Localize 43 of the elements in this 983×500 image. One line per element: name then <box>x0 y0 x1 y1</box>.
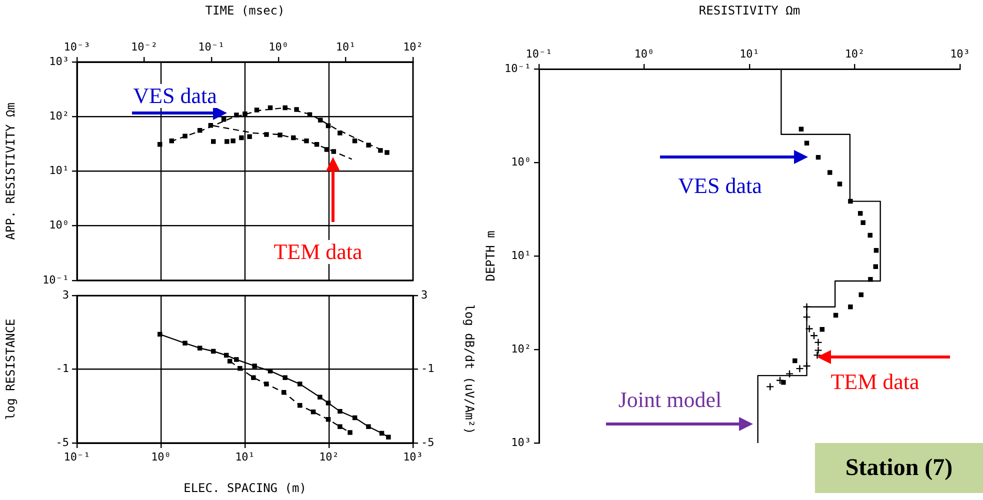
y-axis-title: APP. RESISTIVITY Ωm <box>3 102 18 240</box>
x-tick-label: 10⁻³ <box>64 40 90 54</box>
y-axis-title: log RESISTANCE <box>3 318 18 420</box>
annotation: VES data <box>676 173 764 198</box>
x-tick-label: 10¹ <box>336 40 356 54</box>
x-tick-label: 10³ <box>403 450 423 464</box>
y-axis-title: DEPTH m <box>483 230 498 282</box>
y-tick-label: -5 <box>56 436 69 449</box>
x-tick-label: 10² <box>403 40 423 54</box>
y2-axis-title: log dB/dt (uV/Am²) <box>462 304 477 434</box>
x-tick-label: 10⁰ <box>634 47 654 60</box>
y-tick-label: 10¹ <box>511 248 531 262</box>
annotation: VES data <box>131 83 219 108</box>
annotation: TEM data <box>272 239 364 264</box>
x-tick-label: 10¹ <box>235 450 255 464</box>
y2-tick-label: -1 <box>421 362 434 376</box>
x-tick-label: 10⁻¹ <box>526 47 552 60</box>
x-tick-label: 10¹ <box>740 47 760 60</box>
x-axis-title: ELEC. SPACING (m) <box>184 480 306 495</box>
y2-tick-label: -5 <box>421 436 434 449</box>
x-tick-label: 10⁰ <box>268 40 289 54</box>
y-tick-label: 10⁰ <box>49 218 69 232</box>
y-tick-label: 10¹ <box>49 164 69 178</box>
y-tick-label: -1 <box>56 362 69 376</box>
y-tick-label: 10² <box>49 109 69 122</box>
x-axis-title: TIME (msec) <box>205 3 285 18</box>
x-tick-label: 10⁰ <box>151 450 171 464</box>
y-tick-label: 10³ <box>511 436 531 449</box>
text: Station (7) <box>815 443 983 493</box>
y-tick-label: 3 <box>62 288 69 302</box>
y2-tick-label: 3 <box>421 288 428 302</box>
y-tick-label: 10⁰ <box>511 155 531 168</box>
annotation: TEM data <box>828 369 922 394</box>
x-axis-title: RESISTIVITY Ωm <box>698 3 800 18</box>
y-tick-label: 10⁻¹ <box>504 62 531 75</box>
y-tick-label: 10⁻¹ <box>42 273 69 286</box>
annotation: Joint model <box>616 387 724 412</box>
x-tick-label: 10² <box>319 450 339 464</box>
x-tick-label: 10² <box>844 47 865 60</box>
x-tick-label: 10⁻¹ <box>198 40 225 54</box>
y-tick-label: 10² <box>511 342 531 356</box>
x-tick-label: 10³ <box>950 47 970 60</box>
x-tick-label: 10⁻² <box>130 40 158 54</box>
